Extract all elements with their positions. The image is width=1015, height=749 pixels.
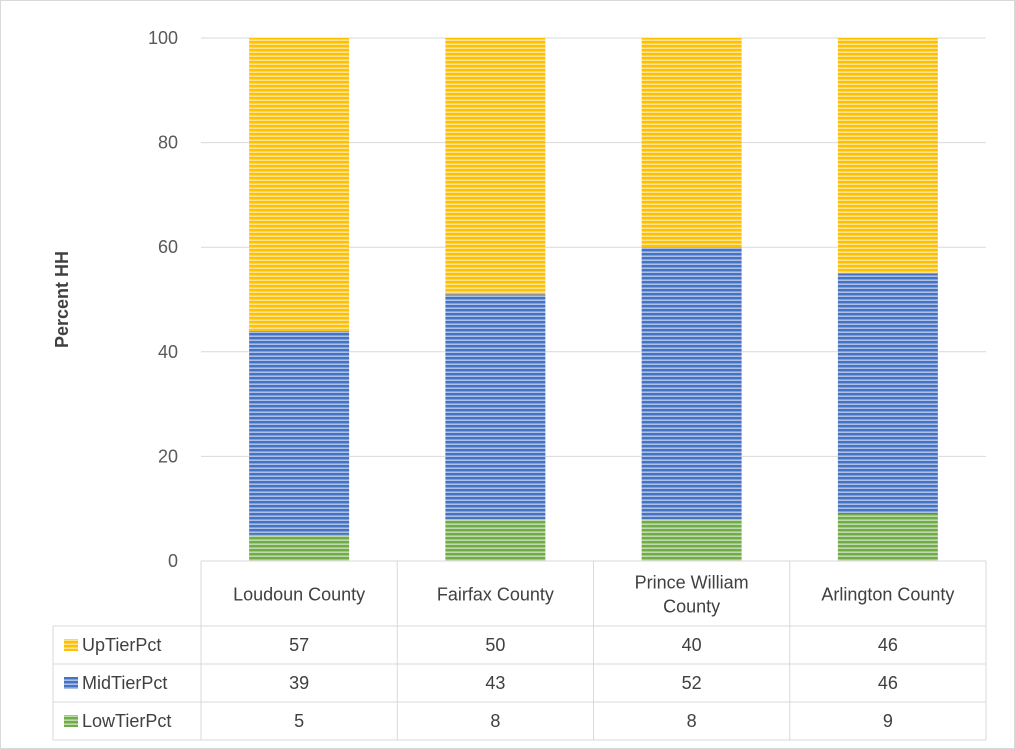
bar-midtierpct-arlington-county xyxy=(837,273,938,514)
bar-uptierpct-arlington-county xyxy=(837,38,938,274)
bar-midtierpct-prince-william-county xyxy=(641,247,742,520)
data-label-lowtierpct-loudoun-county: 5 xyxy=(294,711,304,731)
bar-uptierpct-fairfax-county xyxy=(445,38,546,295)
y-tick-label: 80 xyxy=(158,133,178,153)
y-tick-label: 60 xyxy=(158,237,178,257)
bar-lowtierpct-arlington-county xyxy=(837,513,938,561)
bar-lowtierpct-fairfax-county xyxy=(445,519,546,561)
bar-lowtierpct-prince-william-county xyxy=(641,519,742,561)
legend-label-midtierpct: MidTierPct xyxy=(82,673,167,693)
bar-midtierpct-fairfax-county xyxy=(445,294,546,520)
legend-label-uptierpct: UpTierPct xyxy=(82,635,161,655)
data-label-midtierpct-arlington-county: 46 xyxy=(878,673,898,693)
data-label-uptierpct-arlington-county: 46 xyxy=(878,635,898,655)
y-axis-label: Percent HH xyxy=(52,251,72,348)
data-label-lowtierpct-prince-william-county: 8 xyxy=(687,711,697,731)
category-label-fairfax-county: Fairfax County xyxy=(437,585,554,605)
data-label-lowtierpct-fairfax-county: 8 xyxy=(490,711,500,731)
bar-uptierpct-loudoun-county xyxy=(249,38,350,331)
category-label-prince-william-county: Prince William County xyxy=(635,573,749,617)
bar-uptierpct-prince-william-county xyxy=(641,38,742,248)
legend-key-uptierpct xyxy=(64,639,78,651)
y-tick-label: 0 xyxy=(168,551,178,571)
legend-key-lowtierpct xyxy=(64,715,78,727)
data-label-lowtierpct-arlington-county: 9 xyxy=(883,711,893,731)
y-tick-label: 40 xyxy=(158,342,178,362)
bar-midtierpct-loudoun-county xyxy=(249,330,350,535)
data-label-uptierpct-loudoun-county: 57 xyxy=(289,635,309,655)
data-label-uptierpct-prince-william-county: 40 xyxy=(682,635,702,655)
category-label-loudoun-county: Loudoun County xyxy=(233,585,365,605)
data-label-midtierpct-loudoun-county: 39 xyxy=(289,673,309,693)
y-tick-label: 100 xyxy=(148,28,178,48)
y-tick-label: 20 xyxy=(158,446,178,466)
bar-lowtierpct-loudoun-county xyxy=(249,534,350,561)
data-label-uptierpct-fairfax-county: 50 xyxy=(485,635,505,655)
legend-label-lowtierpct: LowTierPct xyxy=(82,711,171,731)
data-label-midtierpct-prince-william-county: 52 xyxy=(682,673,702,693)
data-label-midtierpct-fairfax-county: 43 xyxy=(485,673,505,693)
legend-key-midtierpct xyxy=(64,677,78,689)
category-label-arlington-county: Arlington County xyxy=(821,585,954,605)
